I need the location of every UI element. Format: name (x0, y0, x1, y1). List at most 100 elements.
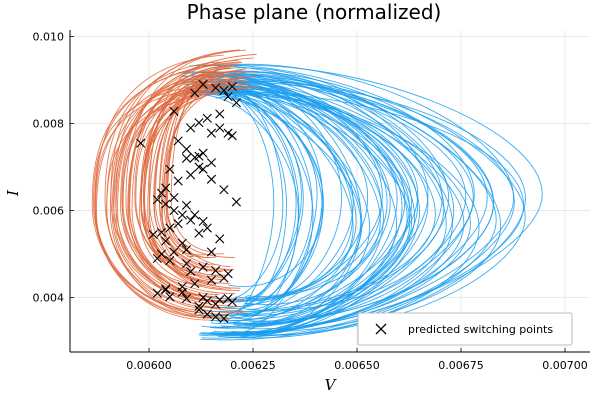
chart-title: Phase plane (normalized) (187, 0, 442, 24)
switching-point-81 (206, 174, 217, 184)
trajectory-blue-49 (192, 91, 410, 329)
switching-point-50 (165, 256, 175, 266)
trajectory-blue-0 (209, 86, 275, 322)
trajectory-orange-25 (131, 65, 226, 298)
switching-point-66 (227, 297, 237, 307)
trajectory-blue-64 (217, 81, 488, 334)
switching-point-75 (161, 284, 171, 294)
switching-point-22 (156, 188, 167, 198)
trajectory-blue-56 (225, 90, 420, 336)
switching-point-46 (181, 245, 192, 255)
switching-point-33 (177, 238, 187, 248)
trajectory-orange-27 (127, 83, 219, 286)
switching-point-74 (177, 287, 187, 297)
switching-point-7 (223, 91, 233, 102)
trajectory-orange-45 (161, 64, 236, 272)
switching-point-12 (186, 123, 196, 133)
trajectory-blue-3 (215, 96, 297, 303)
switching-point-55 (219, 273, 229, 283)
switching-point-9 (215, 109, 225, 119)
trajectory-orange-22 (121, 85, 221, 298)
trajectory-orange-44 (153, 81, 234, 273)
switching-point-45 (194, 151, 204, 161)
switching-point-79 (231, 197, 241, 207)
switching-point-71 (211, 312, 221, 322)
switching-point-11 (194, 118, 204, 128)
trajectory-orange-52 (158, 65, 228, 266)
switching-point-60 (152, 288, 162, 298)
switching-point-13 (206, 128, 217, 138)
legend: predicted switching points (357, 312, 573, 346)
legend-box (357, 312, 573, 346)
switching-point-52 (198, 262, 208, 272)
trajectory-orange-51 (167, 80, 201, 257)
switching-point-36 (198, 216, 208, 227)
switching-point-57 (190, 279, 200, 289)
switching-point-20 (198, 148, 208, 158)
switching-point-37 (190, 210, 200, 220)
x-tick-label-2: 0.00650 (334, 359, 380, 372)
trajectory-blue-11 (184, 92, 324, 314)
switching-point-5 (219, 85, 229, 96)
switching-point-76 (186, 266, 196, 277)
trajectory-orange-43 (147, 73, 205, 275)
switching-point-1 (169, 106, 179, 116)
switching-point-24 (161, 199, 171, 209)
switching-point-30 (156, 227, 167, 237)
switching-point-15 (223, 128, 233, 138)
trajectory-curves (91, 49, 543, 341)
y-tick-label-3: 0.010 (33, 31, 65, 44)
switching-point-80 (219, 185, 229, 195)
switching-point-6 (227, 81, 237, 92)
switching-point-32 (161, 236, 171, 246)
switching-points (136, 79, 241, 324)
trajectory-blue-63 (214, 67, 450, 336)
switching-point-51 (181, 259, 192, 269)
switching-point-56 (206, 275, 217, 285)
trajectory-orange-7 (109, 74, 224, 319)
switching-point-73 (198, 293, 208, 303)
switching-point-72 (219, 313, 229, 324)
trajectory-blue-27 (195, 89, 354, 320)
trajectory-blue-31 (192, 90, 429, 336)
x-tick-label-4: 0.00700 (542, 359, 588, 372)
switching-point-69 (194, 305, 204, 315)
trajectory-orange-5 (95, 85, 219, 317)
trajectory-orange-21 (129, 76, 211, 296)
switching-point-0 (136, 138, 146, 148)
trajectory-blue-69 (208, 75, 515, 338)
switching-point-44 (206, 158, 217, 168)
x-axis-label: V (325, 376, 338, 394)
x-tick-label-0: 0.00600 (126, 359, 172, 372)
switching-point-28 (173, 219, 183, 229)
trajectory-blue-43 (210, 76, 413, 329)
y-tick-label-0: 0.004 (33, 292, 65, 305)
trajectory-orange-41 (155, 68, 247, 271)
switching-point-27 (186, 215, 196, 225)
trajectory-orange-34 (143, 83, 240, 276)
switching-point-3 (198, 79, 208, 89)
trajectory-orange-39 (153, 81, 225, 281)
trajectory-orange-40 (148, 63, 209, 280)
trajectory-blue-42 (210, 75, 443, 325)
trajectory-blue-45 (218, 93, 480, 336)
trajectory-orange-38 (141, 72, 227, 283)
trajectory-orange-23 (128, 67, 232, 296)
tick-labels: 0.00600 0.00625 0.00650 0.00675 0.00700 0.004… (33, 31, 588, 372)
switching-point-70 (202, 309, 212, 319)
legend-label: predicted switching points (408, 323, 553, 336)
trajectory-blue-33 (205, 76, 383, 308)
trajectory-blue-32 (201, 85, 436, 313)
switching-point-40 (161, 183, 171, 193)
switching-point-38 (181, 200, 192, 210)
legend-marker (375, 323, 387, 335)
y-tick-label-2: 0.008 (33, 118, 65, 131)
switching-point-47 (169, 247, 179, 257)
switching-point-77 (206, 247, 217, 257)
trajectory-blue-38 (214, 82, 419, 320)
switching-point-61 (165, 292, 175, 302)
switching-point-26 (177, 210, 187, 220)
trajectory-blue-46 (184, 87, 411, 316)
trajectory-blue-10 (192, 86, 324, 287)
